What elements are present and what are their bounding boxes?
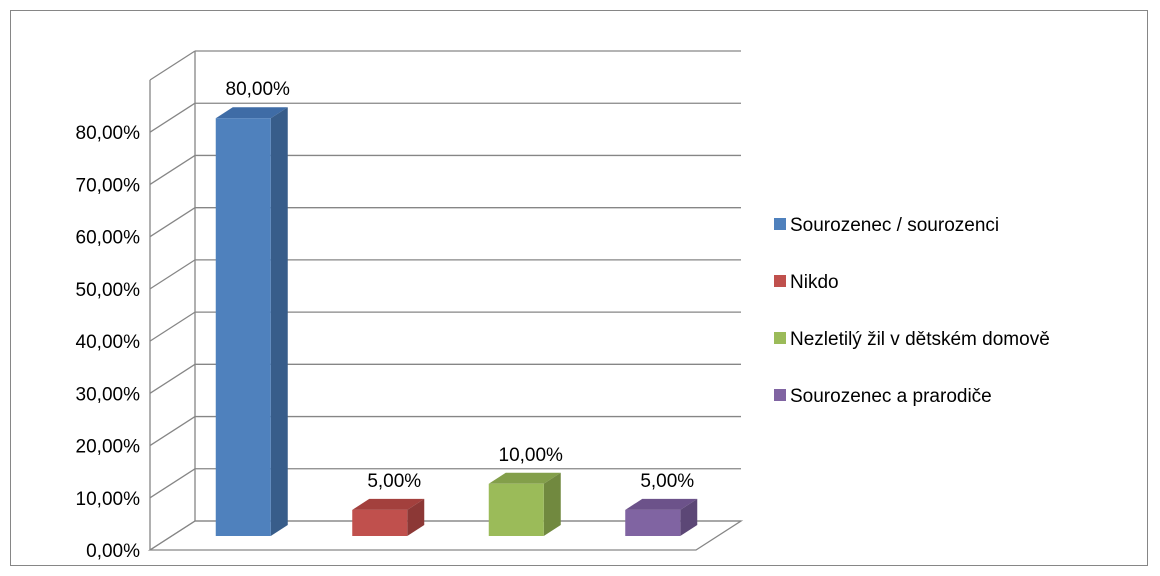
- bar-top: [215, 107, 288, 119]
- side-gridline: [149, 311, 196, 342]
- legend-swatch: [774, 275, 786, 287]
- side-gridline: [149, 363, 196, 394]
- legend-item: Nezletilý žil v dětském domově: [774, 329, 1050, 350]
- legend-label: Sourozenec a prarodiče: [790, 386, 992, 407]
- legend-swatch: [774, 389, 786, 401]
- y-tick-label: 70,00%: [76, 175, 141, 196]
- chart-frame: 0,00% 10,00% 20,00% 30,00% 40,00% 50,00% 60,00…: [10, 10, 1148, 566]
- bar-top: [625, 498, 698, 510]
- legend-item: Nikdo: [774, 272, 839, 293]
- y-tick-label: 30,00%: [76, 384, 141, 405]
- y-tick-label: 0,00%: [86, 541, 140, 562]
- legend-label: Nezletilý žil v dětském domově: [790, 329, 1050, 350]
- bar-side: [680, 498, 698, 536]
- legend-label: Nikdo: [790, 272, 839, 293]
- y-tick-label: 10,00%: [76, 489, 141, 510]
- legend: Sourozenec / sourozenci Nikdo Nezletilý ži…: [774, 215, 1050, 407]
- bar-front: [625, 509, 681, 536]
- bar-side: [407, 498, 425, 536]
- bar-front: [352, 509, 408, 536]
- bar-top: [352, 498, 425, 510]
- data-label: 10,00%: [499, 445, 564, 466]
- y-tick-label: 80,00%: [76, 123, 141, 144]
- bar: [352, 498, 425, 536]
- side-gridline: [149, 468, 196, 499]
- legend-swatch: [774, 332, 786, 344]
- data-label: 5,00%: [640, 471, 694, 492]
- legend-item: Sourozenec a prarodiče: [774, 386, 992, 407]
- bar: [215, 107, 288, 536]
- bar-front: [488, 483, 544, 536]
- data-labels: 80,00% 5,00% 10,00% 5,00%: [226, 79, 695, 492]
- y-axis: 0,00% 10,00% 20,00% 30,00% 40,00% 50,00% 60,00…: [76, 80, 151, 562]
- bar: [488, 472, 561, 536]
- y-tick-label: 60,00%: [76, 228, 141, 249]
- side-gridline: [149, 154, 196, 185]
- data-label: 80,00%: [226, 79, 291, 100]
- side-gridline: [149, 102, 196, 133]
- bar-side: [270, 107, 288, 536]
- bar-top: [488, 472, 561, 484]
- side-gridline: [149, 207, 196, 238]
- y-tick-label: 50,00%: [76, 280, 141, 301]
- data-label: 5,00%: [367, 471, 421, 492]
- side-gridline: [149, 50, 196, 81]
- floor: [147, 520, 744, 551]
- legend-label: Sourozenec / sourozenci: [790, 215, 999, 236]
- y-tick-label: 40,00%: [76, 332, 141, 353]
- bar-front: [215, 118, 271, 536]
- bar-side: [543, 472, 561, 536]
- legend-swatch: [774, 218, 786, 230]
- legend-item: Sourozenec / sourozenci: [774, 215, 999, 236]
- bar-chart: 0,00% 10,00% 20,00% 30,00% 40,00% 50,00% 60,00…: [76, 50, 1050, 562]
- bars: [215, 107, 698, 536]
- side-gridline: [149, 416, 196, 447]
- bar: [625, 498, 698, 536]
- y-tick-label: 20,00%: [76, 437, 141, 458]
- side-gridline: [149, 259, 196, 290]
